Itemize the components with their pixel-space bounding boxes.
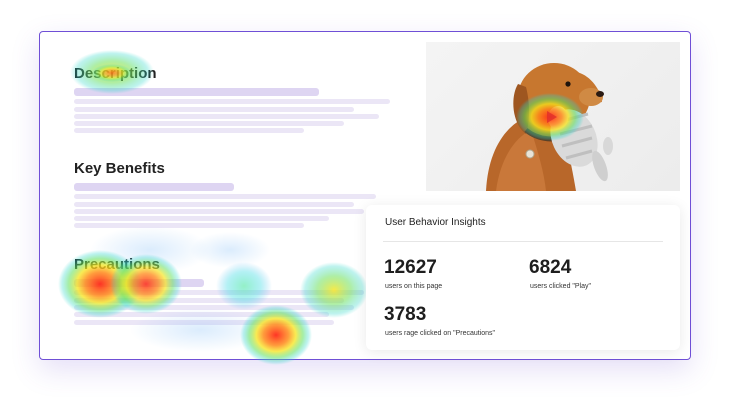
stat-rage-clicks-value: 3783 [384, 304, 427, 325]
insights-title: User Behavior Insights [385, 217, 486, 228]
stat-rage-clicks-label: users rage clicked on "Precautions" [385, 330, 496, 337]
precautions-heading[interactable]: Precautions [74, 256, 160, 273]
stat-clicked-play-value: 6824 [529, 257, 572, 278]
stat-users-on-page-value: 12627 [384, 257, 437, 278]
stat-users-on-page-label: users on this page [385, 283, 443, 290]
description-heading: Description [74, 65, 157, 82]
key-benefits-heading: Key Benefits [74, 160, 165, 177]
stat-clicked-play-label: users clicked "Play" [530, 283, 591, 290]
insights-divider [383, 241, 663, 242]
user-behavior-insights-card: User Behavior Insights 12627 users on th… [366, 205, 680, 350]
play-icon[interactable] [544, 110, 558, 124]
